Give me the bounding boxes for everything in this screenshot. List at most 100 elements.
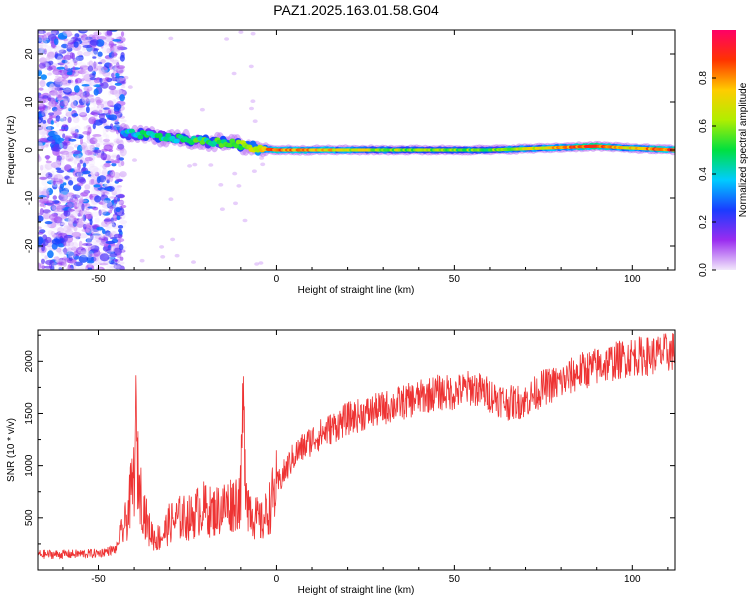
- noise-blob: [79, 66, 84, 70]
- colorbar-tick-label: 0.4: [698, 167, 709, 181]
- noise-blob: [65, 216, 75, 224]
- noise-blob: [231, 71, 237, 76]
- noise-blob: [63, 210, 71, 217]
- noise-blob: [260, 162, 266, 167]
- noise-blob: [90, 115, 95, 119]
- noise-blob: [113, 233, 123, 239]
- noise-blob: [55, 264, 63, 270]
- noise-blob: [57, 257, 67, 266]
- noise-blob: [116, 65, 126, 70]
- noise-blob: [66, 47, 73, 52]
- noise-blob: [105, 232, 115, 238]
- noise-blob: [62, 133, 66, 139]
- noise-blob: [84, 213, 93, 220]
- noise-blob: [64, 218, 72, 222]
- noise-blob: [99, 253, 110, 262]
- noise-blob: [53, 216, 62, 224]
- noise-blob: [160, 254, 166, 259]
- noise-blob: [91, 98, 95, 105]
- noise-blob: [139, 258, 145, 263]
- noise-blob: [72, 116, 80, 124]
- noise-blob: [242, 218, 248, 223]
- noise-blob: [117, 186, 122, 193]
- noise-blob: [51, 106, 58, 112]
- noise-blob: [115, 207, 121, 213]
- noise-blob: [44, 162, 53, 170]
- noise-blob: [56, 97, 66, 101]
- noise-blob: [77, 92, 86, 96]
- noise-blob: [88, 165, 99, 173]
- noise-blob: [85, 243, 93, 247]
- noise-blob: [88, 178, 98, 185]
- snr-frame: [37, 329, 676, 571]
- noise-blob: [68, 243, 75, 250]
- noise-blob: [115, 72, 120, 77]
- noise-blob: [54, 129, 64, 136]
- noise-blob: [104, 182, 112, 187]
- noise-blob: [94, 235, 100, 243]
- noise-blob: [44, 56, 54, 62]
- noise-blob: [58, 251, 65, 256]
- noise-blob: [170, 237, 176, 242]
- noise-blob: [64, 175, 70, 180]
- noise-blob: [81, 96, 88, 104]
- noise-blob: [52, 195, 57, 200]
- noise-blob: [113, 263, 122, 270]
- noise-blob: [96, 176, 101, 184]
- noise-blob: [191, 260, 196, 264]
- noise-blob: [96, 99, 102, 106]
- noise-blob: [41, 244, 45, 252]
- noise-blob: [86, 244, 95, 250]
- snr-x-axis-label: Height of straight line (km): [298, 585, 415, 596]
- noise-blob: [75, 55, 84, 62]
- noise-blob: [40, 190, 50, 196]
- spectrogram-panel: -50 0 50 100 -20 -10 0 10 20 Height of straight…: [6, 29, 676, 296]
- noise-blob: [119, 119, 127, 123]
- snr-series-line: [37, 333, 676, 560]
- noise-blob: [39, 171, 49, 179]
- noise-blob: [113, 172, 121, 179]
- noise-blob: [67, 116, 72, 123]
- noise-blob: [91, 153, 98, 159]
- noise-blob: [67, 79, 72, 84]
- noise-blob: [46, 193, 50, 199]
- noise-blob: [64, 107, 71, 110]
- noise-blob: [76, 105, 86, 108]
- noise-blob: [42, 212, 51, 220]
- noise-blob: [115, 178, 124, 182]
- noise-blob: [56, 66, 65, 70]
- noise-blob: [77, 62, 87, 67]
- noise-blob: [79, 178, 87, 184]
- noise-blob: [76, 182, 84, 187]
- noise-blob: [81, 228, 90, 233]
- noise-blob: [101, 140, 110, 144]
- spectrogram-y-tick-label: 10: [24, 96, 35, 108]
- noise-blob: [50, 231, 56, 236]
- noise-blob: [106, 30, 113, 36]
- noise-blob: [91, 189, 98, 197]
- noise-blob: [252, 119, 258, 123]
- noise-blob: [103, 42, 109, 47]
- noise-blob: [66, 71, 73, 76]
- noise-blob: [60, 81, 66, 90]
- noise-blob: [76, 136, 83, 139]
- noise-blob: [233, 201, 238, 206]
- noise-blob: [57, 105, 61, 111]
- noise-blob: [82, 223, 87, 230]
- noise-blob: [85, 196, 91, 199]
- noise-blob: [86, 260, 95, 264]
- noise-blob: [62, 30, 72, 37]
- noise-blob: [92, 231, 100, 236]
- noise-blob: [81, 95, 86, 102]
- noise-blob: [117, 225, 124, 229]
- noise-blob: [38, 30, 46, 34]
- noise-blob: [106, 264, 112, 270]
- noise-blob: [109, 253, 118, 258]
- noise-blob: [116, 252, 122, 259]
- noise-blob: [100, 164, 106, 168]
- noise-blob: [66, 151, 74, 156]
- noise-blob: [90, 98, 95, 103]
- noise-blob: [38, 155, 42, 163]
- noise-blob: [89, 253, 99, 257]
- noise-blob: [53, 80, 63, 88]
